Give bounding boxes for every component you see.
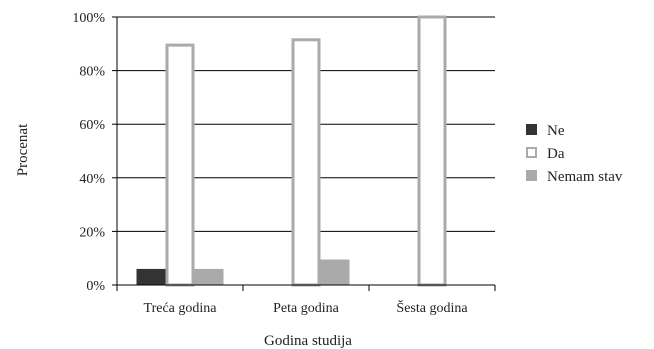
y-tick-labels: 0% 20% 40% 60% 80% 100% — [72, 11, 105, 294]
y-tick-label: 80% — [79, 65, 105, 80]
bar-nemam-stav — [194, 268, 224, 285]
bars — [136, 15, 447, 287]
legend-label: Nemam stav — [547, 169, 623, 185]
x-tick-label: Treća godina — [144, 301, 218, 316]
y-tick-label: 40% — [79, 172, 105, 187]
y-tick-label: 60% — [79, 118, 105, 133]
y-tick-label: 100% — [72, 11, 105, 26]
legend-swatch — [526, 147, 537, 158]
y-tick-label: 20% — [79, 225, 105, 240]
bar-ne — [136, 268, 166, 285]
x-tick-label: Šesta godina — [396, 299, 468, 316]
x-tick-labels: Treća godina Peta godina Šesta godina — [144, 299, 469, 316]
legend-label: Da — [547, 146, 565, 162]
bar-nemam-stav — [320, 259, 350, 285]
bar-da — [417, 15, 447, 287]
bar-da — [165, 43, 195, 287]
y-axis-title: Procenat — [15, 123, 31, 176]
y-tick-label: 0% — [86, 279, 105, 294]
legend: Ne Da Nemam stav — [526, 123, 623, 185]
axes — [112, 16, 496, 291]
legend-label: Ne — [547, 123, 565, 139]
legend-swatch — [526, 170, 537, 181]
x-axis-title: Godina studija — [264, 333, 352, 349]
bar-da — [291, 38, 321, 287]
legend-swatch — [526, 124, 537, 135]
x-tick-label: Peta godina — [273, 301, 339, 316]
